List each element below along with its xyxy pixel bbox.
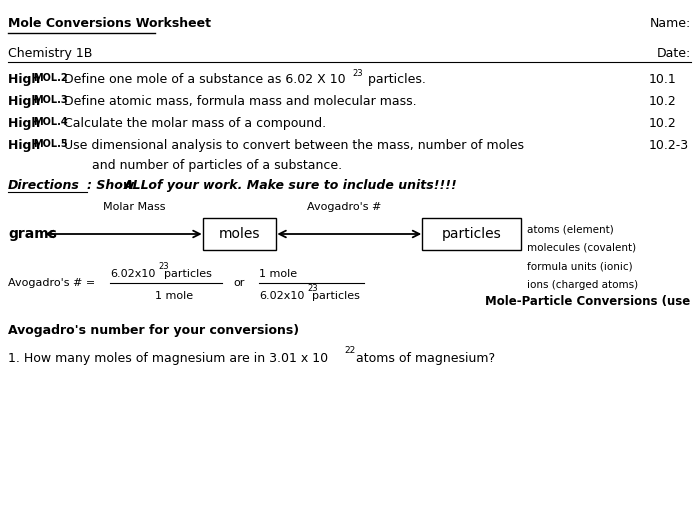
Text: of your work. Make sure to include units!!!!: of your work. Make sure to include units… xyxy=(144,179,456,192)
Text: 1. How many moles of magnesium are in 3.01 x 10: 1. How many moles of magnesium are in 3.… xyxy=(8,352,328,365)
Text: Avogadro's number for your conversions): Avogadro's number for your conversions) xyxy=(8,324,299,337)
Text: Avogadro's #: Avogadro's # xyxy=(307,202,382,212)
Text: Avogadro's # =: Avogadro's # = xyxy=(8,278,99,288)
Text: particles: particles xyxy=(164,269,211,279)
Text: MOL.5: MOL.5 xyxy=(33,139,68,149)
Text: atoms (element): atoms (element) xyxy=(527,224,614,234)
Text: Define one mole of a substance as 6.02 X 10: Define one mole of a substance as 6.02 X… xyxy=(60,73,346,86)
Text: and number of particles of a substance.: and number of particles of a substance. xyxy=(60,159,342,172)
Text: ions (charged atoms): ions (charged atoms) xyxy=(527,279,638,289)
Text: 23: 23 xyxy=(307,284,318,292)
Text: particles: particles xyxy=(312,291,360,301)
FancyBboxPatch shape xyxy=(202,218,276,250)
Text: 23: 23 xyxy=(353,69,363,78)
Text: Molar Mass: Molar Mass xyxy=(104,202,166,212)
Text: MOL.3: MOL.3 xyxy=(33,95,68,105)
Text: Chemistry 1B: Chemistry 1B xyxy=(8,47,92,60)
FancyBboxPatch shape xyxy=(422,218,521,250)
Text: Define atomic mass, formula mass and molecular mass.: Define atomic mass, formula mass and mol… xyxy=(60,95,416,108)
Text: MOL.2: MOL.2 xyxy=(33,73,68,83)
Text: High: High xyxy=(8,117,45,130)
Text: Use dimensional analysis to convert between the mass, number of moles: Use dimensional analysis to convert betw… xyxy=(60,139,524,152)
Text: grams: grams xyxy=(8,227,57,241)
Text: particles.: particles. xyxy=(364,73,426,86)
Text: Date:: Date: xyxy=(657,47,691,60)
Text: Mole-Particle Conversions (use: Mole-Particle Conversions (use xyxy=(485,295,691,308)
Text: molecules (covalent): molecules (covalent) xyxy=(527,243,636,253)
Text: 10.2-3: 10.2-3 xyxy=(649,139,689,152)
Text: Directions: Directions xyxy=(8,179,80,192)
Text: 22: 22 xyxy=(345,346,356,355)
Text: 1 mole: 1 mole xyxy=(155,291,192,301)
Text: 23: 23 xyxy=(158,261,169,270)
Text: formula units (ionic): formula units (ionic) xyxy=(527,261,633,271)
Text: moles: moles xyxy=(219,227,260,241)
Text: 1 mole: 1 mole xyxy=(260,269,298,279)
Text: ALL: ALL xyxy=(124,179,149,192)
Text: High: High xyxy=(8,139,45,152)
Text: or: or xyxy=(234,278,245,288)
Text: High: High xyxy=(8,73,45,86)
Text: Name:: Name: xyxy=(650,17,691,30)
Text: 6.02x10: 6.02x10 xyxy=(110,269,155,279)
Text: 10.2: 10.2 xyxy=(649,117,676,130)
Text: Calculate the molar mass of a compound.: Calculate the molar mass of a compound. xyxy=(60,117,326,130)
Text: 6.02x10: 6.02x10 xyxy=(260,291,305,301)
Text: : Show: : Show xyxy=(87,179,139,192)
Text: MOL.4: MOL.4 xyxy=(33,117,68,127)
Text: atoms of magnesium?: atoms of magnesium? xyxy=(352,352,496,365)
Text: Mole Conversions Worksheet: Mole Conversions Worksheet xyxy=(8,17,211,30)
Text: 10.1: 10.1 xyxy=(649,73,676,86)
Text: High: High xyxy=(8,95,45,108)
Text: 10.2: 10.2 xyxy=(649,95,676,108)
Text: particles: particles xyxy=(442,227,501,241)
